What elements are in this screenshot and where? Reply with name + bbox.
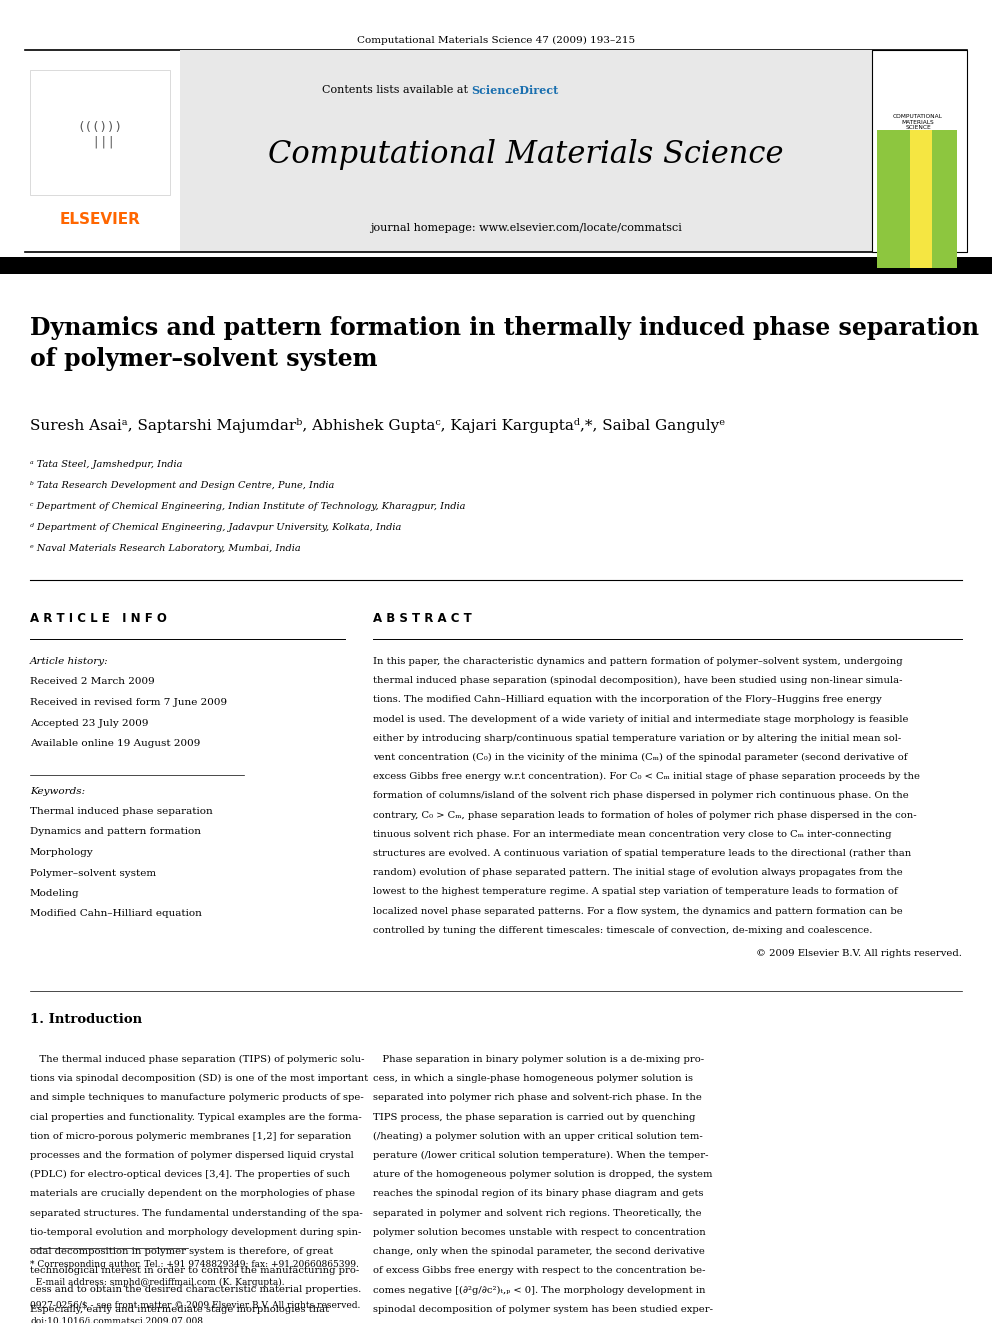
Text: Computational Materials Science 47 (2009) 193–215: Computational Materials Science 47 (2009…	[357, 36, 635, 45]
Text: controlled by tuning the different timescales: timescale of convection, de-mixin: controlled by tuning the different times…	[373, 926, 872, 935]
Text: ᵈ Department of Chemical Engineering, Jadavpur University, Kolkata, India: ᵈ Department of Chemical Engineering, Ja…	[30, 523, 402, 532]
Text: localized novel phase separated patterns. For a flow system, the dynamics and pa: localized novel phase separated patterns…	[373, 906, 903, 916]
Text: ᵃ Tata Steel, Jamshedpur, India: ᵃ Tata Steel, Jamshedpur, India	[30, 460, 183, 468]
Text: Suresh Asaiᵃ, Saptarshi Majumdarᵇ, Abhishek Guptaᶜ, Kajari Karguptaᵈ,*, Saibal G: Suresh Asaiᵃ, Saptarshi Majumdarᵇ, Abhis…	[30, 418, 725, 433]
Text: of excess Gibbs free energy with respect to the concentration be-: of excess Gibbs free energy with respect…	[373, 1266, 705, 1275]
Text: perature (/lower critical solution temperature). When the temper-: perature (/lower critical solution tempe…	[373, 1151, 708, 1160]
Text: Article history:: Article history:	[30, 658, 109, 665]
Bar	[872, 50, 967, 251]
Text: tions via spinodal decomposition (SD) is one of the most important: tions via spinodal decomposition (SD) is…	[30, 1074, 368, 1084]
Text: thermal induced phase separation (spinodal decomposition), have been studied usi: thermal induced phase separation (spinod…	[373, 676, 903, 685]
Text: Received 2 March 2009: Received 2 March 2009	[30, 677, 155, 687]
Text: tions. The modified Cahn–Hilliard equation with the incorporation of the Flory–H: tions. The modified Cahn–Hilliard equati…	[373, 696, 882, 704]
Bar	[30, 70, 170, 194]
Text: Contents lists available at: Contents lists available at	[321, 85, 471, 95]
Text: cess and to obtain the desired characteristic material properties.: cess and to obtain the desired character…	[30, 1286, 361, 1294]
Text: excess Gibbs free energy w.r.t concentration). For C₀ < Cₘ initial stage of phas: excess Gibbs free energy w.r.t concentra…	[373, 773, 920, 782]
Text: TIPS process, the phase separation is carried out by quenching: TIPS process, the phase separation is ca…	[373, 1113, 695, 1122]
Text: COMPUTATIONAL
MATERIALS
SCIENCE: COMPUTATIONAL MATERIALS SCIENCE	[893, 114, 943, 130]
Text: © 2009 Elsevier B.V. All rights reserved.: © 2009 Elsevier B.V. All rights reserved…	[756, 949, 962, 958]
Bar	[180, 50, 872, 251]
Text: A B S T R A C T: A B S T R A C T	[373, 613, 472, 624]
Text: The thermal induced phase separation (TIPS) of polymeric solu-: The thermal induced phase separation (TI…	[30, 1054, 364, 1064]
Text: Thermal induced phase separation: Thermal induced phase separation	[30, 807, 212, 816]
Text: vent concentration (C₀) in the vicinity of the minima (Cₘ) of the spinodal param: vent concentration (C₀) in the vicinity …	[373, 753, 908, 762]
Text: Morphology: Morphology	[30, 848, 94, 857]
Text: spinodal decomposition of polymer system has been studied exper-: spinodal decomposition of polymer system…	[373, 1304, 713, 1314]
Text: (PDLC) for electro-optical devices [3,4]. The properties of such: (PDLC) for electro-optical devices [3,4]…	[30, 1171, 350, 1179]
Text: tio-temporal evolution and morphology development during spin-: tio-temporal evolution and morphology de…	[30, 1228, 361, 1237]
Text: tion of micro-porous polymeric membranes [1,2] for separation: tion of micro-porous polymeric membranes…	[30, 1131, 351, 1140]
Text: comes negative [(∂²g/∂c²)ₜ,ₚ < 0]. The morphology development in: comes negative [(∂²g/∂c²)ₜ,ₚ < 0]. The m…	[373, 1286, 705, 1294]
Text: journal homepage: www.elsevier.com/locate/commatsci: journal homepage: www.elsevier.com/locat…	[370, 224, 682, 233]
Text: Computational Materials Science: Computational Materials Science	[268, 139, 784, 171]
Text: * Corresponding author. Tel.: +91 9748829349; fax: +91 20660865399.: * Corresponding author. Tel.: +91 974882…	[30, 1259, 359, 1269]
Bar	[877, 130, 957, 269]
Text: cess, in which a single-phase homogeneous polymer solution is: cess, in which a single-phase homogeneou…	[373, 1074, 693, 1084]
Bar	[0, 257, 992, 274]
Text: ᶜ Department of Chemical Engineering, Indian Institute of Technology, Kharagpur,: ᶜ Department of Chemical Engineering, In…	[30, 501, 465, 511]
Text: A R T I C L E   I N F O: A R T I C L E I N F O	[30, 613, 167, 624]
Text: tinuous solvent rich phase. For an intermediate mean concentration very close to: tinuous solvent rich phase. For an inter…	[373, 830, 892, 839]
Text: Keywords:: Keywords:	[30, 786, 85, 795]
Text: Received in revised form 7 June 2009: Received in revised form 7 June 2009	[30, 699, 227, 706]
Text: ScienceDirect: ScienceDirect	[471, 85, 558, 95]
Text: ature of the homogeneous polymer solution is dropped, the system: ature of the homogeneous polymer solutio…	[373, 1171, 712, 1179]
Text: Phase separation in binary polymer solution is a de-mixing pro-: Phase separation in binary polymer solut…	[373, 1054, 704, 1064]
Text: Accepted 23 July 2009: Accepted 23 July 2009	[30, 718, 149, 728]
Text: Polymer–solvent system: Polymer–solvent system	[30, 868, 156, 877]
Text: structures are evolved. A continuous variation of spatial temperature leads to t: structures are evolved. A continuous var…	[373, 849, 912, 859]
Text: 1. Introduction: 1. Introduction	[30, 1013, 142, 1027]
Text: Modified Cahn–Hilliard equation: Modified Cahn–Hilliard equation	[30, 909, 202, 918]
Text: polymer solution becomes unstable with respect to concentration: polymer solution becomes unstable with r…	[373, 1228, 705, 1237]
Text: (/heating) a polymer solution with an upper critical solution tem-: (/heating) a polymer solution with an up…	[373, 1131, 702, 1140]
Bar	[910, 130, 932, 269]
Text: ᵇ Tata Research Development and Design Centre, Pune, India: ᵇ Tata Research Development and Design C…	[30, 482, 334, 490]
Text: contrary, C₀ > Cₘ, phase separation leads to formation of holes of polymer rich : contrary, C₀ > Cₘ, phase separation lead…	[373, 811, 917, 820]
Text: separated structures. The fundamental understanding of the spa-: separated structures. The fundamental un…	[30, 1209, 363, 1217]
Text: cial properties and functionality. Typical examples are the forma-: cial properties and functionality. Typic…	[30, 1113, 362, 1122]
Text: separated in polymer and solvent rich regions. Theoretically, the: separated in polymer and solvent rich re…	[373, 1209, 701, 1217]
Text: In this paper, the characteristic dynamics and pattern formation of polymer–solv: In this paper, the characteristic dynami…	[373, 658, 903, 665]
Text: E-mail address: smphd@rediffmail.com (K. Kargupta).: E-mail address: smphd@rediffmail.com (K.…	[30, 1278, 285, 1287]
Text: either by introducing sharp/continuous spatial temperature variation or by alter: either by introducing sharp/continuous s…	[373, 734, 902, 742]
Text: ((()))
 |||: ((())) |||	[77, 120, 122, 149]
Text: materials are crucially dependent on the morphologies of phase: materials are crucially dependent on the…	[30, 1189, 355, 1199]
Text: separated into polymer rich phase and solvent-rich phase. In the: separated into polymer rich phase and so…	[373, 1093, 702, 1102]
Text: and simple techniques to manufacture polymeric products of spe-: and simple techniques to manufacture pol…	[30, 1093, 364, 1102]
Text: Modeling: Modeling	[30, 889, 79, 898]
Text: random) evolution of phase separated pattern. The initial stage of evolution alw: random) evolution of phase separated pat…	[373, 868, 903, 877]
Text: technological interest in order to control the manufacturing pro-: technological interest in order to contr…	[30, 1266, 359, 1275]
Text: model is used. The development of a wide variety of initial and intermediate sta: model is used. The development of a wide…	[373, 714, 909, 724]
Text: formation of columns/island of the solvent rich phase dispersed in polymer rich : formation of columns/island of the solve…	[373, 791, 909, 800]
Text: processes and the formation of polymer dispersed liquid crystal: processes and the formation of polymer d…	[30, 1151, 354, 1160]
Text: odal decomposition in polymer system is therefore, of great: odal decomposition in polymer system is …	[30, 1248, 333, 1256]
Text: reaches the spinodal region of its binary phase diagram and gets: reaches the spinodal region of its binar…	[373, 1189, 703, 1199]
Text: change, only when the spinodal parameter, the second derivative: change, only when the spinodal parameter…	[373, 1248, 705, 1256]
Text: 0927-0256/$ - see front matter © 2009 Elsevier B.V. All rights reserved.: 0927-0256/$ - see front matter © 2009 El…	[30, 1301, 360, 1310]
Text: Available online 19 August 2009: Available online 19 August 2009	[30, 740, 200, 747]
Text: lowest to the highest temperature regime. A spatial step variation of temperatur: lowest to the highest temperature regime…	[373, 888, 898, 897]
Text: doi:10.1016/j.commatsci.2009.07.008: doi:10.1016/j.commatsci.2009.07.008	[30, 1316, 203, 1323]
Text: ELSEVIER: ELSEVIER	[60, 213, 141, 228]
Text: Dynamics and pattern formation: Dynamics and pattern formation	[30, 827, 201, 836]
Text: ᵉ Naval Materials Research Laboratory, Mumbai, India: ᵉ Naval Materials Research Laboratory, M…	[30, 544, 301, 553]
Text: Especially, early and intermediate stage morphologies that: Especially, early and intermediate stage…	[30, 1304, 329, 1314]
Text: Dynamics and pattern formation in thermally induced phase separation
of polymer–: Dynamics and pattern formation in therma…	[30, 316, 979, 370]
